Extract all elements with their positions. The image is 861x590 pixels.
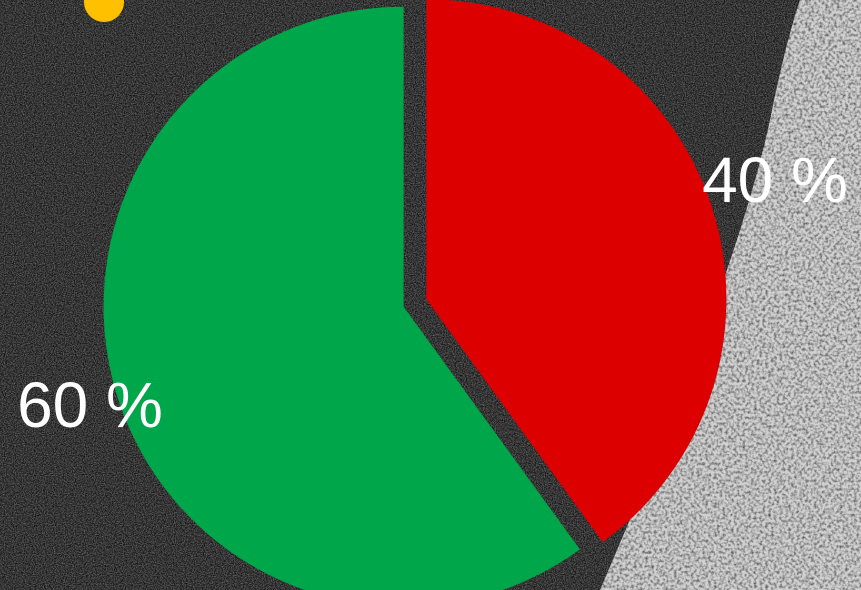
pie-slices <box>103 0 727 590</box>
accent-dot <box>84 0 124 22</box>
slice-label-40: 40 % <box>702 144 848 216</box>
pie-slice-60 <box>103 6 580 590</box>
slice-label-60: 60 % <box>17 369 163 441</box>
pie-slice-40 <box>426 0 727 542</box>
